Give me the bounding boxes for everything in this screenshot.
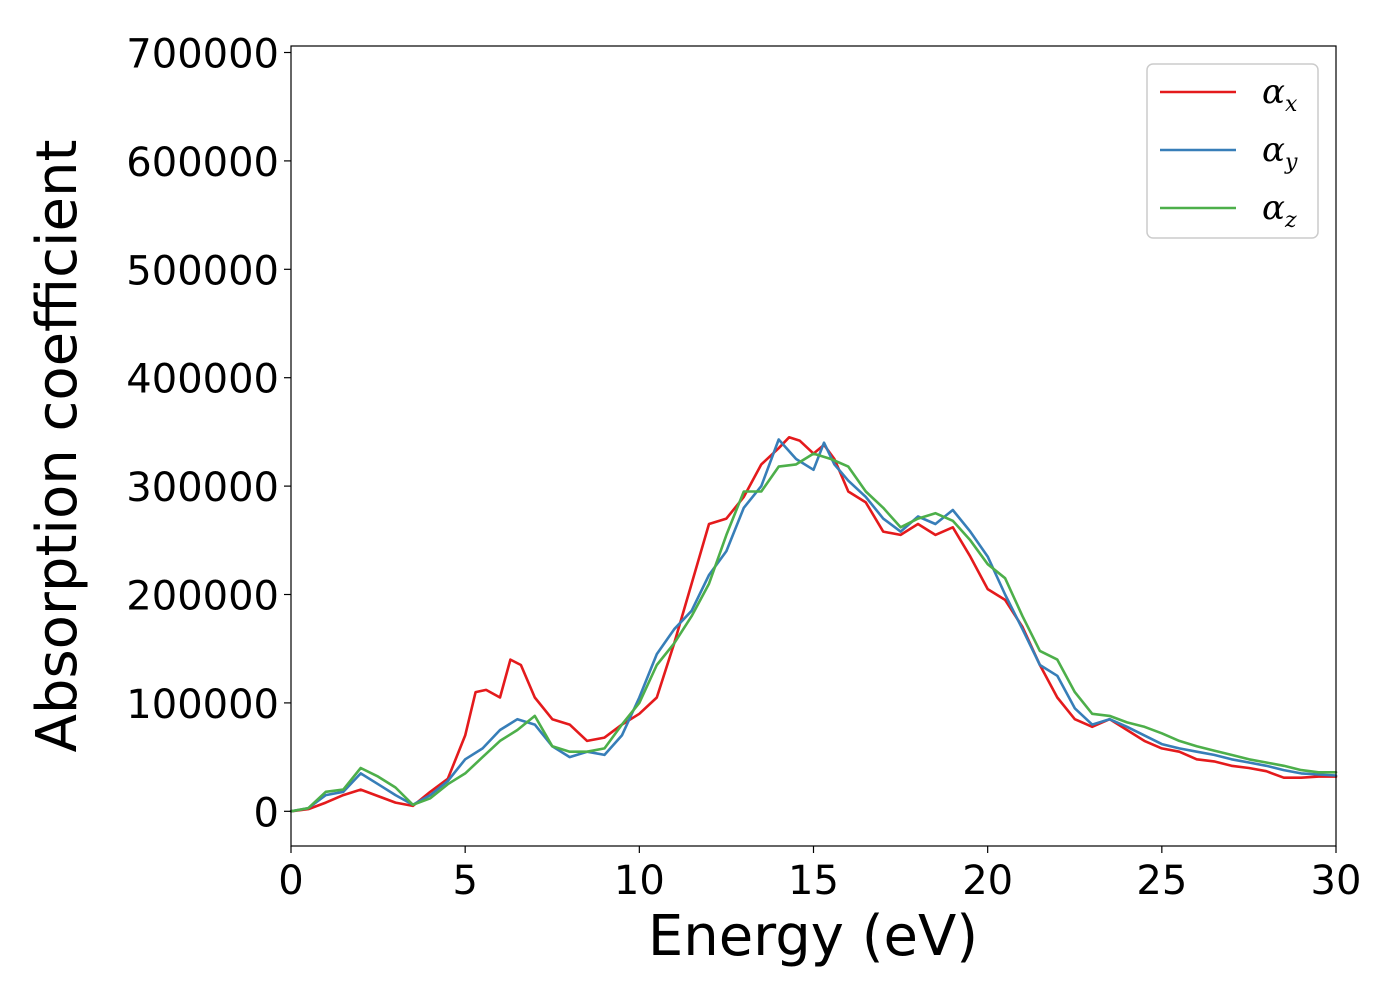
y-tick-label: 0 [254,790,279,836]
x-tick-label: 10 [614,858,665,904]
y-tick-label: 100000 [126,682,279,728]
series-line-x [289,436,1338,813]
y-tick-label: 500000 [126,248,279,294]
x-axis-title: Energy (eV) [648,904,978,969]
x-tick-label: 20 [962,858,1013,904]
ticks-layer: 0 5 10 15 20 25 30 0 100000 200000 300000 400000 500… [126,32,1361,904]
y-tick-label: 700000 [126,32,279,78]
y-tick-label: 300000 [126,465,279,511]
series-layer [289,436,1338,813]
y-tick-label: 200000 [126,574,279,620]
y-axis-title: Absorption coefficient [25,140,90,753]
x-tick-label: 30 [1311,858,1362,904]
y-tick-label: 400000 [126,357,279,403]
series-line-z [289,452,1338,813]
plot-frame [290,45,1337,847]
x-tick-label: 15 [788,858,839,904]
y-tick-label: 600000 [126,140,279,186]
x-tick-label: 0 [278,858,303,904]
x-tick-label: 5 [452,858,477,904]
x-tick-label: 25 [1136,858,1187,904]
